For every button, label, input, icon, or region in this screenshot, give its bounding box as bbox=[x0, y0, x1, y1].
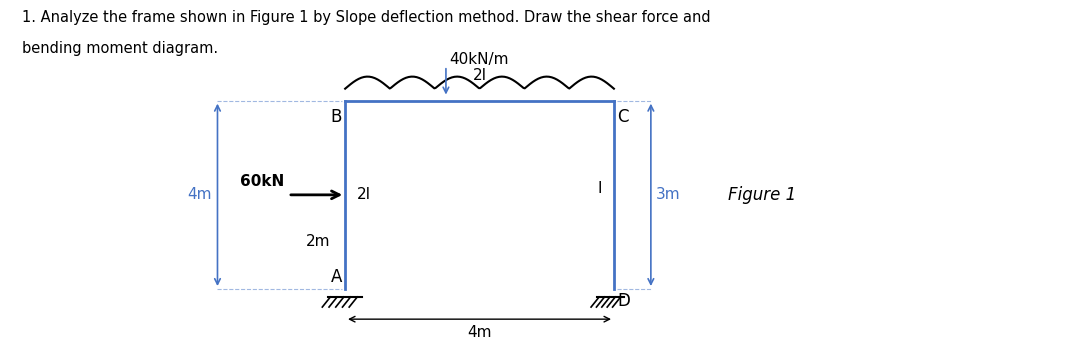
Text: 1. Analyze the frame shown in Figure 1 by Slope deflection method. Draw the shea: 1. Analyze the frame shown in Figure 1 b… bbox=[22, 10, 711, 25]
Text: 2m: 2m bbox=[306, 234, 330, 249]
Text: Figure 1: Figure 1 bbox=[728, 186, 796, 204]
Text: 3m: 3m bbox=[657, 187, 680, 202]
Text: 40kN/m: 40kN/m bbox=[449, 52, 509, 67]
Text: B: B bbox=[330, 107, 341, 126]
Text: C: C bbox=[618, 107, 629, 126]
Text: 4m: 4m bbox=[468, 325, 491, 340]
Text: A: A bbox=[330, 267, 341, 286]
Text: bending moment diagram.: bending moment diagram. bbox=[22, 41, 218, 56]
Text: D: D bbox=[618, 292, 630, 310]
Text: I: I bbox=[597, 181, 602, 196]
Text: 2I: 2I bbox=[472, 68, 487, 83]
Text: 2I: 2I bbox=[357, 187, 372, 202]
Text: 4m: 4m bbox=[188, 187, 212, 202]
Text: 60kN: 60kN bbox=[241, 174, 285, 189]
